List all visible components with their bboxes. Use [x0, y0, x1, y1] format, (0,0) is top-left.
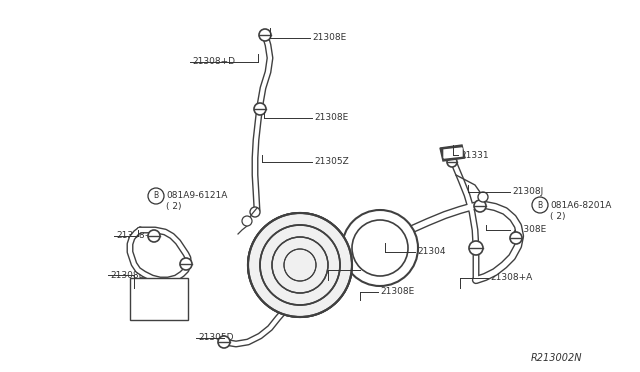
Text: 21308E: 21308E [312, 33, 346, 42]
Text: B: B [154, 192, 159, 201]
Circle shape [352, 220, 408, 276]
Text: 21308E: 21308E [512, 225, 547, 234]
Text: B: B [538, 201, 543, 209]
Circle shape [180, 258, 192, 270]
Text: 21304: 21304 [417, 247, 445, 257]
Circle shape [254, 103, 266, 115]
Circle shape [259, 29, 271, 41]
Circle shape [532, 197, 548, 213]
Text: 081A6-8201A: 081A6-8201A [550, 201, 611, 209]
Circle shape [242, 216, 252, 226]
Text: 21308+D: 21308+D [192, 58, 235, 67]
Text: 21308E: 21308E [314, 113, 348, 122]
Text: 21308+C: 21308+C [116, 231, 158, 241]
Text: ( 2): ( 2) [550, 212, 566, 221]
Text: 21305Z: 21305Z [314, 157, 349, 167]
Polygon shape [440, 145, 465, 161]
Text: 21308E: 21308E [380, 288, 414, 296]
Circle shape [474, 200, 486, 212]
Text: 21331: 21331 [460, 151, 488, 160]
Polygon shape [444, 148, 462, 158]
Text: 21305D: 21305D [198, 334, 234, 343]
Circle shape [478, 192, 488, 202]
Circle shape [148, 230, 160, 242]
Text: 21308J: 21308J [512, 187, 543, 196]
Circle shape [148, 188, 164, 204]
Circle shape [250, 207, 260, 217]
Circle shape [218, 336, 230, 348]
Circle shape [248, 213, 352, 317]
Circle shape [469, 241, 483, 255]
Circle shape [510, 232, 522, 244]
Text: R213002N: R213002N [531, 353, 582, 363]
Text: 21305: 21305 [362, 266, 390, 275]
Circle shape [342, 210, 418, 286]
Text: 21308E: 21308E [110, 270, 144, 279]
Text: ( 2): ( 2) [166, 202, 182, 212]
Text: 21308+A: 21308+A [490, 273, 532, 282]
Circle shape [447, 157, 457, 167]
Text: 081A9-6121A: 081A9-6121A [166, 192, 227, 201]
Bar [130, 278, 188, 320]
Circle shape [248, 213, 352, 317]
